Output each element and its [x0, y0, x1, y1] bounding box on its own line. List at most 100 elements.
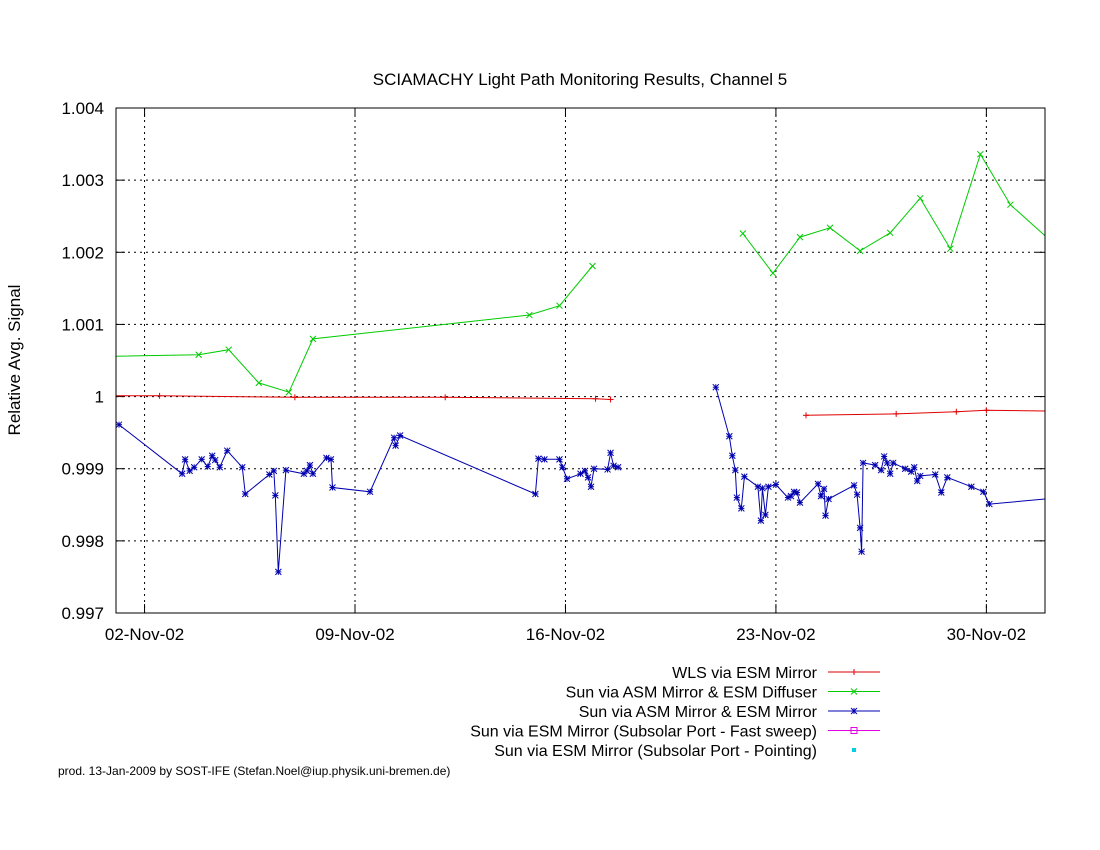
data-point [238, 463, 246, 471]
data-point [931, 471, 939, 478]
series-1 [115, 150, 1046, 396]
legend-item: Sun via ESM Mirror (Subsolar Port - Fast… [470, 724, 880, 741]
data-point [796, 233, 804, 241]
legend-item: WLS via ESM Mirror [672, 665, 880, 682]
data-point [850, 707, 858, 715]
legend-label: Sun via ASM Mirror & ESM Mirror [579, 704, 818, 721]
data-point [852, 748, 856, 752]
data-point [526, 311, 533, 319]
data-point [740, 473, 748, 481]
y-tick-label: 1.001 [61, 315, 104, 334]
data-point [814, 480, 822, 488]
data-point [822, 512, 829, 519]
data-point [983, 407, 990, 414]
data-point [282, 466, 290, 474]
y-tick-label: 1.004 [61, 99, 104, 118]
data-point [211, 456, 219, 464]
data-point [858, 548, 865, 556]
data-point [886, 229, 894, 237]
data-point [614, 463, 622, 471]
data-point [889, 459, 897, 467]
data-point [946, 245, 954, 253]
data-point [181, 455, 189, 463]
x-tick-label: 30-Nov-02 [947, 625, 1026, 644]
data-point [241, 490, 249, 498]
data-point [204, 463, 212, 470]
plot-frame [115, 107, 1046, 614]
data-point [195, 351, 203, 359]
data-point [883, 459, 891, 467]
data-point [442, 394, 449, 401]
data-point [859, 459, 867, 467]
grid-lines [116, 108, 1045, 613]
data-point [274, 568, 282, 576]
data-point [208, 452, 216, 460]
data-point [907, 468, 915, 475]
data-point [916, 194, 924, 202]
data-point [886, 470, 894, 478]
data-point [190, 463, 198, 471]
data-point [592, 395, 599, 402]
legend-label: WLS via ESM Mirror [672, 665, 818, 682]
data-point [850, 688, 858, 695]
data-point [563, 475, 571, 483]
data-point [980, 488, 987, 496]
footer-credit: prod. 13-Jan-2009 by SOST-IFE (Stefan.No… [58, 764, 450, 778]
data-point [769, 269, 777, 277]
data-point [850, 727, 858, 734]
data-point [584, 474, 592, 481]
data-point [977, 150, 984, 158]
data-point [396, 432, 404, 439]
data-point [913, 477, 921, 485]
data-point [817, 492, 825, 500]
data-point [712, 383, 720, 391]
data-point [910, 463, 918, 471]
data-point [850, 481, 858, 489]
data-point [309, 335, 317, 343]
data-point [739, 230, 747, 237]
data-point [366, 488, 374, 496]
data-point [115, 421, 123, 429]
data-point [853, 491, 861, 499]
data-point [216, 463, 224, 471]
data-point [856, 524, 864, 532]
data-point [271, 492, 279, 499]
data-point [225, 346, 233, 354]
data-point [329, 484, 336, 491]
data-point [198, 455, 206, 463]
y-tick-label: 0.999 [61, 460, 104, 479]
data-point [851, 669, 857, 675]
data-point [802, 412, 809, 419]
legend-item: Sun via ESM Mirror (Subsolar Port - Poin… [494, 743, 856, 760]
data-point [916, 472, 924, 480]
data-point [825, 495, 832, 503]
data-point [186, 467, 194, 475]
y-tick-label: 0.998 [61, 532, 104, 551]
legend-label: Sun via ESM Mirror (Subsolar Port - Fast… [470, 724, 817, 741]
data-point [589, 262, 596, 270]
data-point [291, 394, 298, 401]
data-point [826, 224, 834, 232]
data-point [306, 461, 314, 469]
legend-label: Sun via ESM Mirror (Subsolar Port - Poin… [494, 743, 817, 760]
data-point [156, 392, 163, 399]
data-point [796, 499, 804, 506]
data-point [943, 474, 951, 481]
data-point [733, 494, 741, 501]
y-tick-label: 1 [95, 388, 104, 407]
x-tick-label: 16-Nov-02 [526, 625, 605, 644]
data-point [754, 483, 762, 491]
data-point [604, 466, 611, 473]
data-point [590, 465, 598, 473]
data-point [1007, 201, 1014, 209]
data-point [255, 379, 263, 387]
legend: WLS via ESM Mirror Sun via ASM Mirror & E… [470, 665, 880, 760]
y-axis-label: Relative Avg. Signal [5, 285, 24, 436]
data-point [607, 449, 614, 457]
series-line [715, 387, 1046, 552]
legend-item: Sun via ASM Mirror & ESM Mirror [579, 704, 880, 721]
series-0 [116, 392, 1046, 419]
data-point [265, 471, 273, 478]
